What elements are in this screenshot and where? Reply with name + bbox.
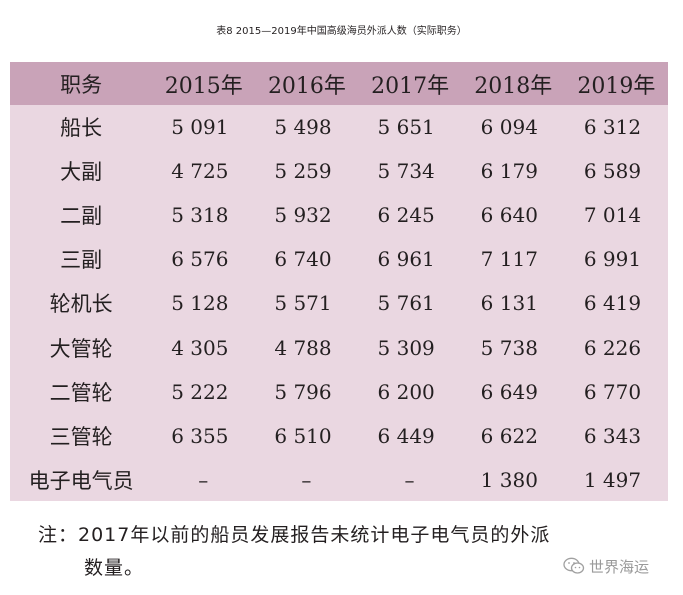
data-table-container: 职务 2015年 2016年 2017年 2018年 2019年 船长 5 091…: [10, 62, 668, 501]
cell-value: 5 091: [171, 115, 229, 140]
cell-role: 三副: [60, 248, 103, 273]
cell-role: 轮机长: [49, 292, 113, 317]
table-row: 三副 6 576 6 740 6 961 7 117 6 991: [10, 237, 668, 281]
cell-value: 4 305: [171, 335, 229, 360]
cell-value: 6 510: [274, 423, 332, 448]
cell-value: 6 961: [377, 247, 435, 272]
cell-value: 6 131: [480, 291, 538, 316]
cell-value: 5 571: [274, 291, 332, 316]
table-row: 电子电气员 – – – 1 380 1 497: [10, 458, 668, 502]
header-role: 职务: [60, 72, 103, 97]
cell-value: 5 738: [480, 335, 538, 360]
footnote: 注：2017年以前的船员发展报告未统计电子电气员的外派 数量。: [38, 519, 658, 585]
cell-value: –: [301, 467, 312, 492]
cell-role: 电子电气员: [28, 468, 134, 493]
cell-value: 6 622: [480, 423, 538, 448]
cell-role: 船长: [60, 116, 103, 141]
cell-value: 7 117: [480, 247, 538, 272]
table-header-row: 职务 2015年 2016年 2017年 2018年 2019年: [10, 62, 668, 105]
cell-value: 6 449: [377, 423, 435, 448]
cell-value: 6 589: [583, 159, 642, 184]
table-row: 船长 5 091 5 498 5 651 6 094 6 312: [10, 105, 668, 149]
cell-value: 7 014: [583, 203, 642, 228]
cell-value: 4 725: [171, 159, 229, 184]
cell-value: 5 796: [274, 379, 332, 404]
cell-value: –: [404, 467, 415, 492]
cell-value: 5 222: [171, 379, 229, 404]
cell-value: 1 497: [583, 467, 642, 492]
cell-value: 5 734: [377, 159, 435, 184]
cell-role: 三管轮: [49, 424, 113, 449]
cell-value: 6 343: [583, 423, 642, 448]
watermark: 世界海运: [563, 555, 649, 577]
header-2018: 2018年: [474, 73, 553, 99]
table-caption: 表8 2015—2019年中国高级海员外派人数（实际职务）: [216, 26, 467, 37]
cell-value: 6 419: [583, 291, 642, 316]
cell-value: 5 128: [171, 291, 229, 316]
cell-value: 1 380: [480, 467, 538, 492]
footnote-line-2: 数量。: [84, 557, 145, 579]
footnote-line-1: 注：2017年以前的船员发展报告未统计电子电气员的外派: [38, 524, 551, 546]
cell-value: 6 576: [171, 247, 229, 272]
cell-value: 6 640: [480, 203, 538, 228]
table-row: 二管轮 5 222 5 796 6 200 6 649 6 770: [10, 370, 668, 414]
cell-role: 二副: [60, 204, 103, 229]
cell-value: 6 355: [171, 423, 229, 448]
cell-value: 6 312: [583, 115, 642, 140]
table-row: 大副 4 725 5 259 5 734 6 179 6 589: [10, 149, 668, 193]
cell-value: 6 179: [480, 159, 538, 184]
table-row: 二副 5 318 5 932 6 245 6 640 7 014: [10, 193, 668, 237]
cell-value: 6 245: [377, 203, 435, 228]
cell-value: 6 200: [377, 379, 435, 404]
cell-value: 4 788: [274, 335, 332, 360]
cell-role: 二管轮: [49, 380, 113, 405]
header-2015: 2015年: [164, 73, 243, 99]
cell-value: 5 498: [274, 115, 332, 140]
cell-value: 6 094: [480, 115, 538, 140]
cell-value: 6 649: [480, 379, 538, 404]
cell-value: 5 651: [377, 115, 435, 140]
table-row: 轮机长 5 128 5 571 5 761 6 131 6 419: [10, 281, 668, 325]
wechat-icon: [563, 557, 585, 574]
cell-value: 5 318: [171, 203, 229, 228]
header-2019: 2019年: [577, 73, 656, 99]
header-2017: 2017年: [371, 73, 450, 99]
cell-value: 5 309: [377, 335, 435, 360]
cell-value: 5 259: [274, 159, 332, 184]
table-row: 大管轮 4 305 4 788 5 309 5 738 6 226: [10, 325, 668, 369]
seafarer-table: 职务 2015年 2016年 2017年 2018年 2019年 船长 5 091…: [10, 62, 668, 502]
cell-role: 大管轮: [49, 336, 113, 361]
cell-value: 6 991: [583, 247, 642, 272]
cell-value: –: [198, 467, 209, 492]
cell-value: 5 761: [377, 291, 435, 316]
cell-value: 5 932: [274, 203, 332, 228]
header-2016: 2016年: [267, 73, 346, 99]
cell-value: 6 226: [583, 335, 642, 360]
watermark-text: 世界海运: [589, 557, 650, 576]
cell-value: 6 770: [583, 379, 642, 404]
table-row: 三管轮 6 355 6 510 6 449 6 622 6 343: [10, 414, 668, 458]
cell-role: 大副: [60, 160, 103, 185]
cell-value: 6 740: [274, 247, 332, 272]
